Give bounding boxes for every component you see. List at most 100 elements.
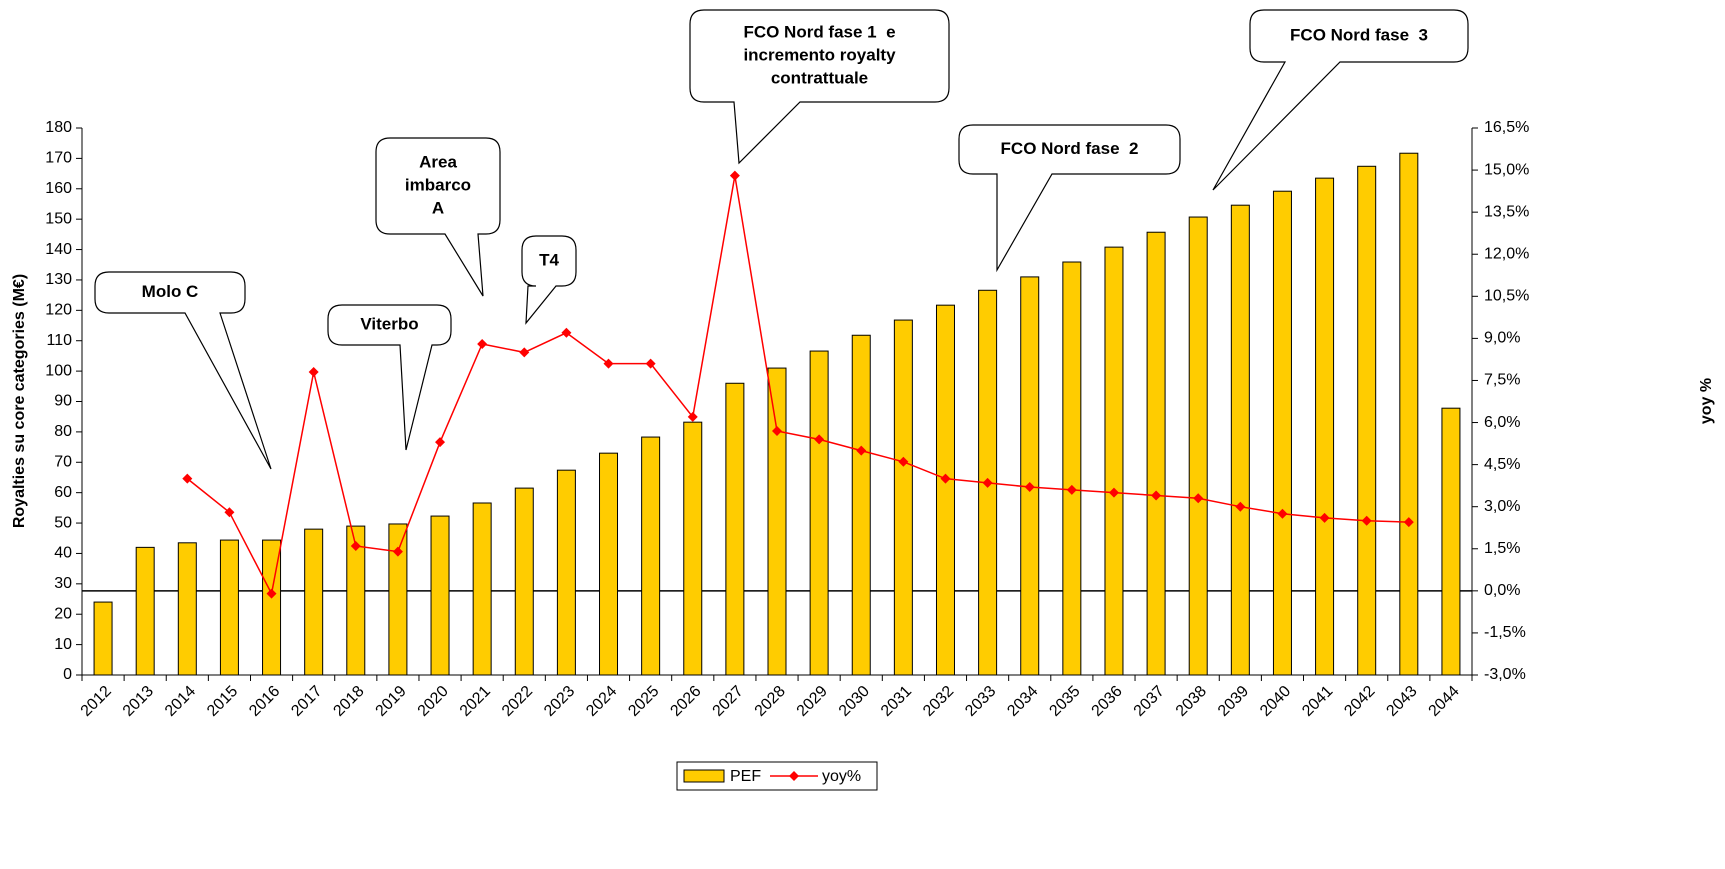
x-tick-label: 2021 [457,683,494,720]
x-tick-label: 2017 [288,683,325,720]
y2-tick-label: -3,0% [1484,666,1526,683]
x-tick-label: 2041 [1299,683,1336,720]
marker [940,473,951,484]
bar [1357,165,1377,676]
x-tick-label: 2043 [1383,683,1420,720]
marker [224,507,235,518]
marker [1361,515,1372,526]
x-tick-label: 2024 [583,683,620,720]
legend-swatch [789,771,799,781]
y2-tick-label: 10,5% [1484,288,1529,305]
callout-shape [958,124,1181,273]
marker [687,411,698,422]
bar [1272,190,1292,676]
callout-shape [327,304,452,451]
callout-text: FCO Nord fase 2 [1001,139,1139,158]
y-tick-label: 170 [45,150,72,167]
y-axis-title: Royalties su core categories (M€) [11,274,28,528]
y2-tick-label: -1,5% [1484,624,1526,641]
x-tick-label: 2020 [415,683,452,720]
y-tick-label: 50 [54,514,72,531]
y-tick-label: 100 [45,362,72,379]
marker [392,546,403,557]
bar [641,436,661,676]
bar [514,487,534,676]
y-tick-label: 60 [54,484,72,501]
y-tick-label: 90 [54,393,72,410]
bar [851,334,871,676]
legend-swatch [683,769,725,783]
bar [1399,152,1419,676]
bar [304,528,324,676]
callout: FCO Nord fase 3 [1212,9,1469,191]
bar [809,350,829,676]
x-tick-label: 2034 [1004,683,1041,720]
callout-shape [1212,9,1469,191]
marker [729,170,740,181]
y2-tick-label: 0,0% [1484,582,1520,599]
x-tick-label: 2028 [752,683,789,720]
x-tick-label: 2037 [1131,683,1168,720]
callout-text: T4 [539,250,559,269]
marker [435,437,446,448]
y-tick-label: 110 [46,332,72,349]
y-tick-label: 0 [63,666,72,683]
marker [1066,484,1077,495]
x-tick-label: 2033 [962,683,999,720]
marker [645,358,656,369]
callout-text: incremento royalty [743,45,896,64]
y-tick-label: 180 [45,119,72,136]
x-tick-label: 2022 [499,683,536,720]
y2-tick-label: 4,5% [1484,456,1520,473]
bar [683,421,703,676]
y2-tick-label: 12,0% [1484,245,1529,262]
bar [1315,177,1335,676]
y-tick-label: 150 [45,210,72,227]
y2-tick-label: 15,0% [1484,161,1529,178]
marker [1193,493,1204,504]
x-tick-label: 2030 [836,683,873,720]
x-tick-label: 2044 [1426,683,1463,720]
x-tick-label: 2035 [1046,683,1083,720]
callout-shape [689,9,950,165]
marker [1403,517,1414,528]
y2-tick-label: 1,5% [1484,540,1520,557]
bar [135,546,155,676]
bar [556,469,576,676]
y2-tick-label: 13,5% [1484,203,1529,220]
x-tick-label: 2039 [1215,683,1252,720]
marker [561,327,572,338]
x-tick-label: 2019 [373,683,410,720]
x-tick-label: 2042 [1341,683,1378,720]
y2-tick-label: 7,5% [1484,372,1520,389]
marker [982,477,993,488]
marker [1235,501,1246,512]
marker [182,473,193,484]
bar [935,304,955,676]
bar [177,542,197,676]
bar [599,452,619,676]
y-tick-label: 130 [45,271,72,288]
bar [346,525,366,676]
bar [1062,261,1082,676]
marker [519,347,530,358]
bar [472,502,492,676]
bar [767,367,787,676]
callout-shape [521,235,577,325]
callout: Molo C [94,271,272,470]
marker [350,540,361,551]
x-tick-label: 2023 [541,683,578,720]
callout-text: Viterbo [360,314,418,333]
bar [388,523,408,676]
x-tick-label: 2018 [330,683,367,720]
callout-text: Molo C [142,282,199,301]
callout: FCO Nord fase 2 [958,124,1181,273]
callout: Area imbarco A [375,137,501,297]
x-tick-label: 2015 [204,683,241,720]
y-tick-label: 120 [45,302,72,319]
bar [725,382,745,676]
marker [308,367,319,378]
x-tick-label: 2014 [162,683,199,720]
y-tick-label: 20 [54,605,72,622]
callout: Viterbo [327,304,452,451]
